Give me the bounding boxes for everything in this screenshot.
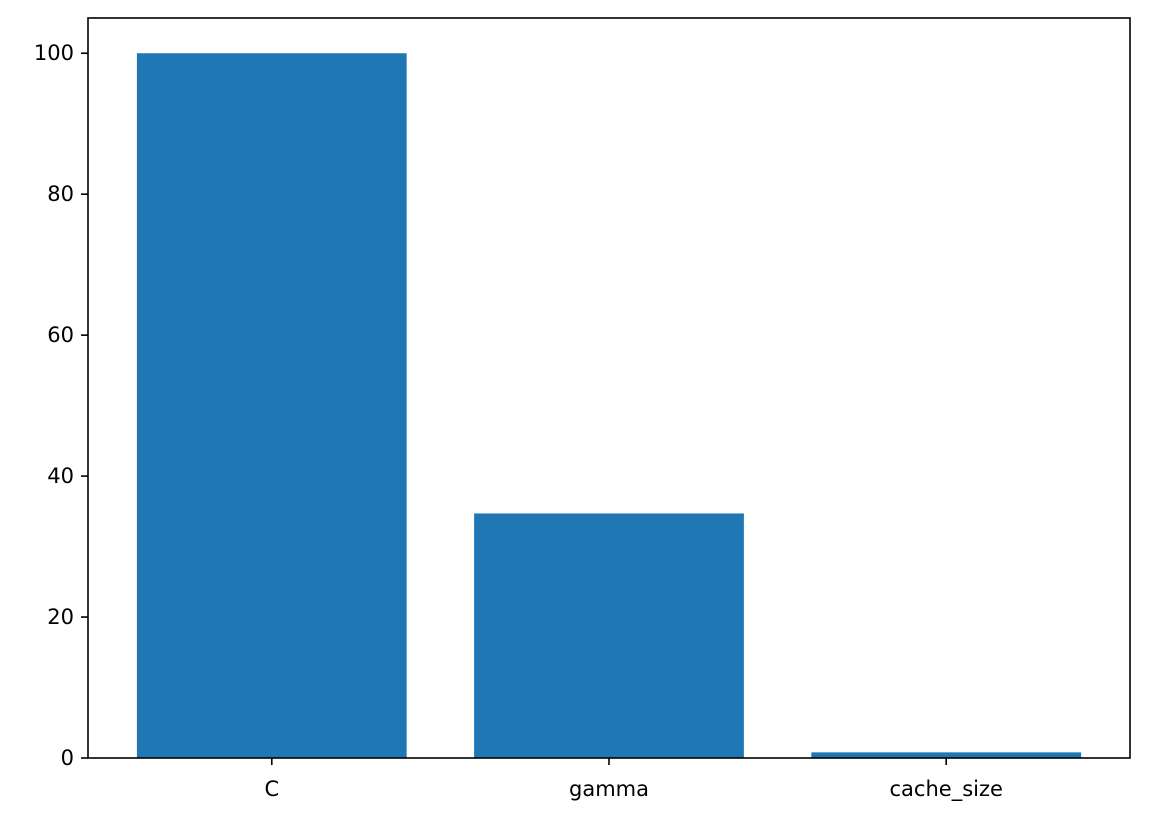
y-axis: 0 20 40 60 80 100 xyxy=(34,41,88,770)
x-tick-label: C xyxy=(264,777,279,801)
y-tick-label: 80 xyxy=(47,182,74,206)
bar-c xyxy=(136,53,407,758)
bars-layer xyxy=(136,53,1082,758)
y-tick-label: 20 xyxy=(47,605,74,629)
y-tick-label: 100 xyxy=(34,41,74,65)
x-tick-label: gamma xyxy=(569,777,649,801)
bar-cache-size xyxy=(811,752,1082,758)
y-tick-label: 0 xyxy=(61,746,74,770)
y-tick-label: 60 xyxy=(47,323,74,347)
y-tick-label: 40 xyxy=(47,464,74,488)
x-tick-label: cache_size xyxy=(890,777,1003,802)
bar-gamma xyxy=(474,513,744,758)
